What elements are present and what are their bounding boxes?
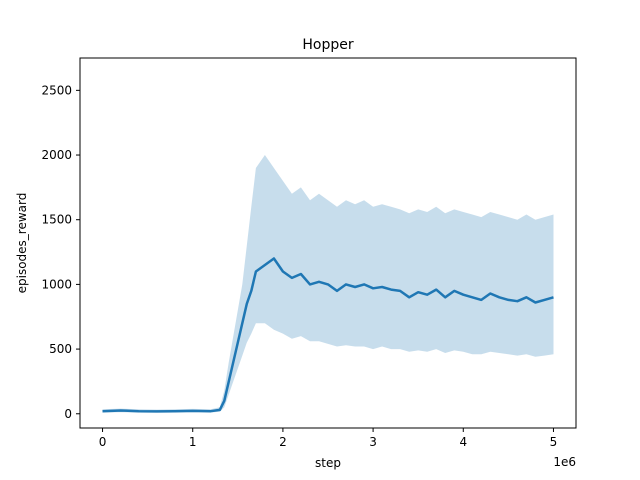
y-tick-label: 500	[49, 342, 72, 356]
y-tick-label: 1000	[41, 277, 72, 291]
y-axis-label: episodes_reward	[15, 193, 29, 294]
x-tick-label: 1	[189, 435, 197, 449]
y-tick-label: 2500	[41, 83, 72, 97]
x-tick-label: 4	[459, 435, 467, 449]
y-tick-label: 0	[64, 407, 72, 421]
x-axis: 0 1 2 3 4 5	[99, 428, 558, 449]
series-line-layer	[102, 257, 554, 413]
x-tick-label: 5	[550, 435, 558, 449]
plot-area-frame	[79, 57, 577, 429]
x-axis-offset-text: 1e6	[553, 455, 576, 469]
x-tick-label: 0	[99, 435, 107, 449]
series-line	[102, 257, 554, 413]
y-axis: 0 500 1000 1500 2000 2500	[41, 83, 80, 421]
x-axis-label: step	[315, 456, 341, 470]
x-tick-label: 2	[279, 435, 287, 449]
y-tick-label: 2000	[41, 148, 72, 162]
x-tick-label: 3	[369, 435, 377, 449]
chart-title: Hopper	[302, 37, 353, 53]
y-tick-label: 1500	[41, 213, 72, 227]
